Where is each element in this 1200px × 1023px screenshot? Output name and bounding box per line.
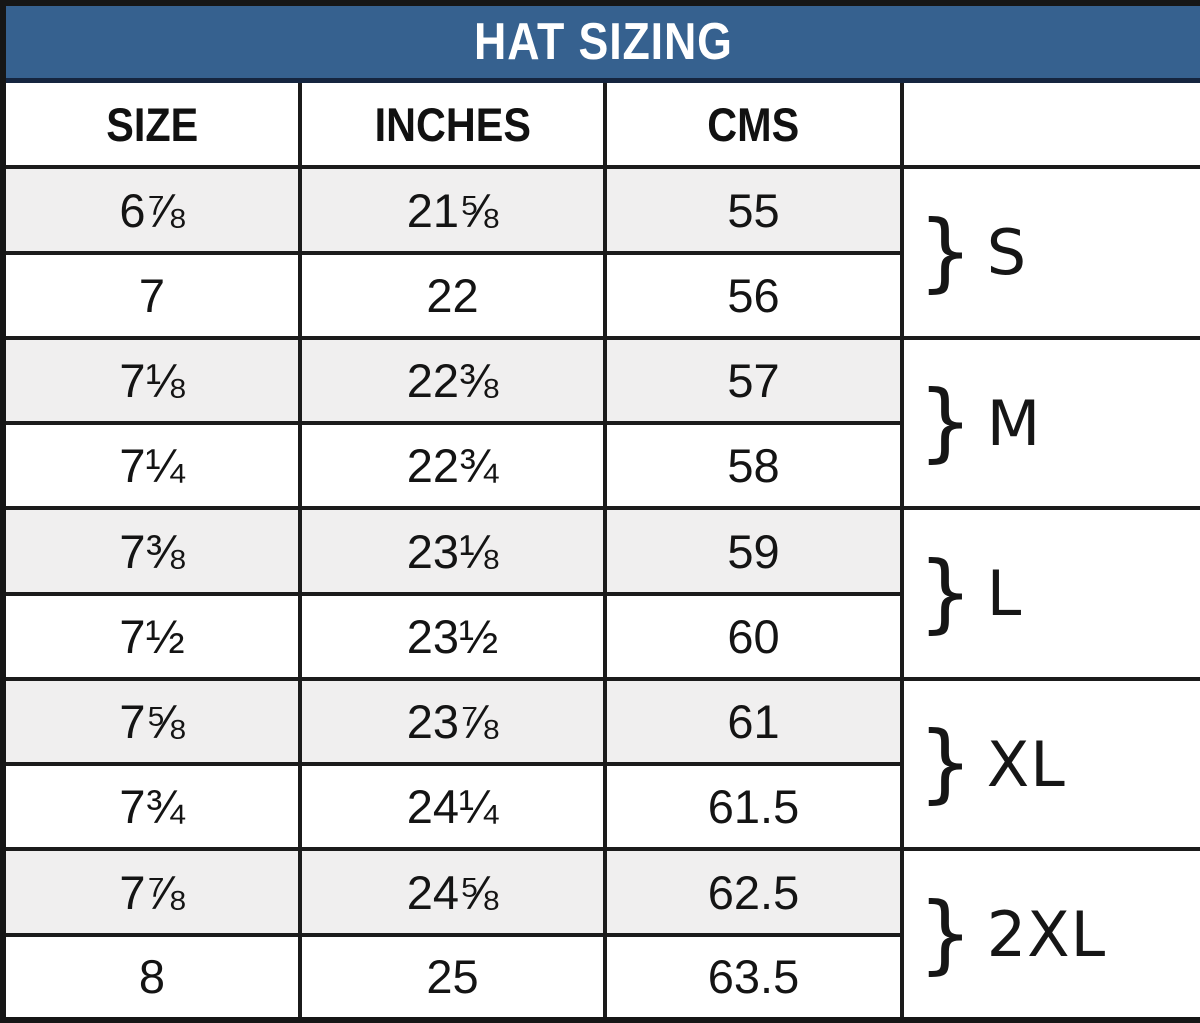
group-m: } M — [904, 372, 1200, 473]
header-row: SIZE INCHES CMS — [1, 78, 1200, 170]
group-label-l: L — [986, 557, 1023, 631]
brace-glyph: } — [918, 372, 973, 473]
inches-cell: 22¾ — [298, 421, 607, 511]
group-label-2xl: 2XL — [986, 897, 1107, 971]
group-cell-l: } L — [900, 506, 1200, 681]
column-header-group — [900, 78, 1200, 170]
cms-cell: 56 — [603, 250, 904, 340]
size-cell: 7⅛ — [1, 335, 302, 426]
column-header-size: SIZE — [1, 78, 302, 170]
column-header-cms: CMS — [603, 78, 904, 170]
title-row: HAT SIZING — [1, 0, 1200, 83]
inches-cell: 23⅛ — [298, 506, 607, 596]
size-cell: 7 — [1, 250, 302, 340]
table-row: 7⅜ 23⅛ 59 } L — [1, 506, 1200, 681]
inches-cell: 24⅝ — [298, 847, 607, 937]
table-row: 7½ 23½ 60 — [1, 591, 1200, 681]
cms-cell: 63.5 — [603, 932, 904, 1023]
table-row: 7⅝ 23⅞ 61 } XL — [1, 676, 1200, 852]
group-2xl: } 2XL — [904, 883, 1200, 984]
cms-cell: 60 — [603, 591, 904, 681]
size-cell: 7½ — [1, 591, 302, 681]
group-label-m: M — [986, 386, 1042, 460]
cms-cell: 62.5 — [603, 847, 904, 937]
column-header-cms-label: CMS — [707, 97, 800, 151]
group-xl: } XL — [904, 713, 1200, 814]
group-cell-xl: } XL — [900, 676, 1200, 852]
column-header-inches: INCHES — [298, 78, 607, 170]
brace-glyph: } — [918, 201, 973, 302]
group-cell-s: } S — [900, 165, 1200, 340]
inches-cell: 21⅝ — [298, 165, 607, 255]
inches-cell: 24¼ — [298, 762, 607, 852]
group-cell-2xl: } 2XL — [900, 847, 1200, 1022]
size-cell: 7¾ — [1, 762, 302, 852]
column-header-inches-label: INCHES — [374, 97, 531, 151]
brace-glyph: } — [918, 542, 973, 643]
table-row: 7⅞ 24⅝ 62.5 } 2XL — [1, 847, 1200, 1022]
table-row: 7¾ 24¼ 61.5 — [1, 762, 1200, 852]
size-cell: 8 — [1, 932, 302, 1023]
group-label-s: S — [986, 216, 1028, 290]
table-row: 7⅛ 22⅜ 57 } M — [1, 335, 1200, 511]
inches-cell: 23½ — [298, 591, 607, 681]
size-cell: 7⅜ — [1, 506, 302, 596]
table-row: 7¼ 22¾ 58 — [1, 421, 1200, 511]
group-cell-m: } M — [900, 335, 1200, 511]
cms-cell: 59 — [603, 506, 904, 596]
cms-cell: 57 — [603, 335, 904, 426]
table-row: 7 22 56 — [1, 250, 1200, 340]
size-cell: 7⅝ — [1, 676, 302, 767]
cms-cell: 55 — [603, 165, 904, 255]
table-title-cell: HAT SIZING — [1, 0, 1200, 83]
cms-cell: 58 — [603, 421, 904, 511]
inches-cell: 23⅞ — [298, 676, 607, 767]
group-l: } L — [904, 542, 1200, 643]
column-header-size-label: SIZE — [106, 97, 198, 151]
brace-glyph: } — [918, 713, 973, 814]
inches-cell: 22 — [298, 250, 607, 340]
table-row: 6⅞ 21⅝ 55 } S — [1, 165, 1200, 340]
inches-cell: 22⅜ — [298, 335, 607, 426]
inches-cell: 25 — [298, 932, 607, 1023]
size-cell: 7⅞ — [1, 847, 302, 937]
cms-cell: 61.5 — [603, 762, 904, 852]
group-s: } S — [904, 201, 1200, 302]
table-row: 8 25 63.5 — [1, 932, 1200, 1023]
brace-glyph: } — [918, 883, 973, 984]
size-cell: 6⅞ — [1, 165, 302, 255]
cms-cell: 61 — [603, 676, 904, 767]
group-label-xl: XL — [986, 727, 1066, 801]
table-title: HAT SIZING — [473, 12, 733, 71]
size-cell: 7¼ — [1, 421, 302, 511]
